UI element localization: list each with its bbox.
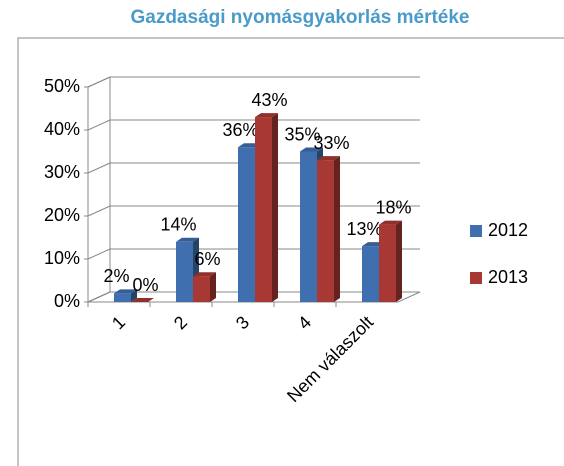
legend-label: 2012 xyxy=(488,220,528,240)
y-tick-label: 50% xyxy=(44,76,80,96)
bar-top xyxy=(300,147,323,152)
grid-line xyxy=(87,248,111,260)
y-tick-label: 40% xyxy=(44,119,80,139)
grid-line xyxy=(87,119,111,131)
data-label: 2% xyxy=(103,266,129,286)
bar xyxy=(300,151,317,302)
data-label: 36% xyxy=(222,120,258,140)
data-label: 43% xyxy=(251,90,287,110)
bar-top xyxy=(193,272,216,277)
grid-line xyxy=(87,205,111,217)
data-label: 6% xyxy=(194,249,220,269)
y-tick-label: 0% xyxy=(54,291,80,311)
bar-top xyxy=(317,156,340,161)
y-tick-label: 10% xyxy=(44,248,80,268)
y-tick-label: 30% xyxy=(44,162,80,182)
x-tick-label: 4 xyxy=(294,312,315,333)
bar-side xyxy=(396,220,402,302)
bar xyxy=(379,224,396,302)
bar xyxy=(238,147,255,302)
bar xyxy=(193,276,210,302)
bar-top xyxy=(114,289,137,294)
data-label: 0% xyxy=(132,275,158,295)
bar xyxy=(114,293,131,302)
bar-side xyxy=(131,289,137,302)
legend-label: 2013 xyxy=(488,267,528,287)
grid-line xyxy=(87,162,111,174)
data-label: 35% xyxy=(284,124,320,144)
data-label: 13% xyxy=(346,219,382,239)
legend-swatch xyxy=(470,225,482,237)
chart-title: Gazdasági nyomásgyakorlás mértéke xyxy=(130,7,469,28)
grid-line xyxy=(87,76,111,88)
bar-side xyxy=(334,156,340,302)
bar-top xyxy=(176,237,199,242)
data-label: 33% xyxy=(313,133,349,153)
legend-swatch xyxy=(470,272,482,284)
x-tick-label: 1 xyxy=(108,312,129,333)
data-label: 18% xyxy=(375,197,411,217)
bar xyxy=(317,160,334,302)
y-tick-label: 20% xyxy=(44,205,80,225)
bar-top xyxy=(255,113,278,118)
bar xyxy=(255,117,272,302)
bar xyxy=(362,246,379,302)
bar-top xyxy=(131,298,154,302)
bar-side xyxy=(210,272,216,302)
bar-side xyxy=(272,113,278,302)
bar-top xyxy=(379,220,402,225)
data-label: 14% xyxy=(160,215,196,235)
x-tick-label: Nem válaszolt xyxy=(283,312,377,406)
chart-frame xyxy=(17,37,564,466)
grid-line xyxy=(87,291,111,303)
x-tick-label: 3 xyxy=(232,312,253,333)
x-tick-label: 2 xyxy=(170,312,191,333)
bar xyxy=(176,241,193,302)
